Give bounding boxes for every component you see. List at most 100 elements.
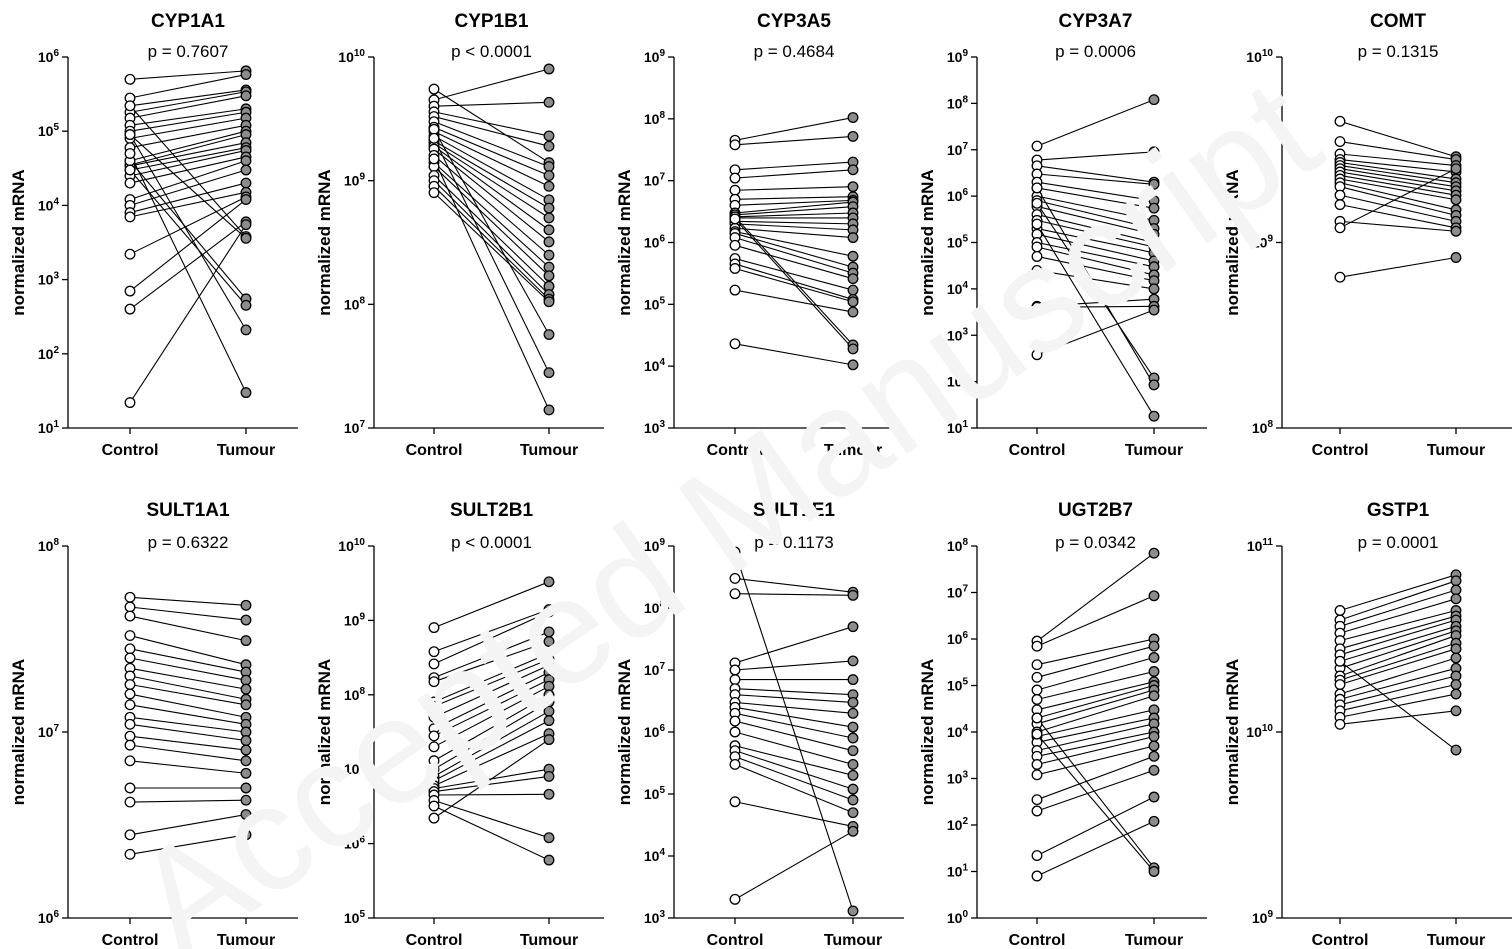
tumour-point <box>1148 815 1160 827</box>
control-point <box>124 164 136 176</box>
control-point <box>428 676 440 688</box>
pair-line <box>433 121 550 168</box>
pair-line <box>1036 656 1155 691</box>
pair-line <box>433 101 550 107</box>
pair-line <box>433 142 550 219</box>
control-point <box>1334 189 1346 201</box>
pair-line <box>1339 667 1457 700</box>
control-point <box>124 303 136 315</box>
pair-line <box>734 720 854 752</box>
pair-line <box>129 675 247 700</box>
x-label-control: Control <box>102 932 159 949</box>
chart-panel-ugt2b7: UGT2B7 p = 0.0342 100 101 102 103 104 105 106 107… <box>918 500 1207 949</box>
y-tick-label: 1010 <box>338 537 365 554</box>
tumour-point <box>240 767 252 779</box>
tumour-point <box>1148 146 1160 158</box>
pair-line <box>1036 233 1155 262</box>
tumour-point <box>1148 652 1160 663</box>
control-point <box>1031 140 1043 152</box>
y-tick-label: 103 <box>947 326 969 343</box>
pair-line <box>433 720 550 782</box>
chart-title: SULT1A1 <box>146 500 229 521</box>
y-tick-label: 106 <box>644 234 666 251</box>
y-tick-label: 1010 <box>1246 48 1273 65</box>
pair-line <box>1036 796 1155 857</box>
pair-line <box>433 185 550 300</box>
pair-line <box>734 223 854 231</box>
p-value-label: p = 0.1173 <box>754 533 834 552</box>
pair-line <box>1339 120 1457 158</box>
control-point <box>1031 769 1043 781</box>
control-point <box>428 83 440 95</box>
y-tick-label: 104 <box>38 196 60 213</box>
tumour-point <box>847 112 859 123</box>
chart-panel-cyp3a7: CYP3A7 p = 0.0006 101 102 103 104 105 106 107 108… <box>918 11 1207 459</box>
tumour-point <box>847 807 859 819</box>
tumour-point <box>543 140 555 152</box>
y-tick-label: 1010 <box>338 48 365 65</box>
p-value-label: p < 0.0001 <box>451 42 532 61</box>
pair-line <box>1036 228 1155 254</box>
tumour-point <box>240 324 252 336</box>
pair-line <box>129 182 247 214</box>
tumour-point <box>240 744 252 756</box>
y-tick-label: 108 <box>344 295 366 312</box>
tumour-point <box>240 809 252 820</box>
pair-line <box>433 671 550 730</box>
tumour-point <box>1450 744 1462 756</box>
tumour-point <box>847 825 859 837</box>
control-point <box>729 139 741 151</box>
pair-line <box>734 220 854 225</box>
tumour-point <box>847 794 859 806</box>
control-point <box>1031 712 1043 724</box>
y-tick-label: 108 <box>644 110 666 127</box>
tumour-point <box>1148 590 1160 602</box>
control-point <box>1334 136 1346 148</box>
pair-line <box>1036 246 1155 276</box>
y-tick-label: 107 <box>644 172 666 189</box>
pair-line <box>129 723 247 742</box>
pair-line <box>1036 173 1155 185</box>
pair-line <box>1339 204 1457 229</box>
tumour-point <box>543 734 555 746</box>
pair-line <box>433 126 550 177</box>
pair-line <box>1339 220 1457 232</box>
y-axis-label: normalized mRNA <box>918 169 937 315</box>
tumour-point <box>543 404 555 416</box>
pair-line <box>734 712 854 739</box>
pair-line <box>734 756 854 801</box>
control-point <box>729 726 741 738</box>
chart-panel-cyp1a1: CYP1A1 p = 0.7607 101 102 103 104 105 106 Contro… <box>9 11 298 459</box>
pair-line <box>1036 595 1155 647</box>
tumour-point <box>847 783 859 795</box>
control-point <box>1031 850 1043 862</box>
x-label-control: Control <box>1312 442 1369 459</box>
pair-line <box>129 224 247 403</box>
pair-line <box>433 641 550 683</box>
control-point <box>428 711 440 723</box>
tumour-point <box>1450 643 1462 655</box>
tumour-point <box>240 69 252 81</box>
chart-panel-sult2b1: SULT2B1 p < 0.0001 105 106 107 108 109 1010 Cont… <box>315 500 604 949</box>
pair-line <box>129 89 247 107</box>
control-point <box>124 739 136 751</box>
pair-line <box>734 801 854 827</box>
y-axis-label: normalized mRNA <box>615 169 634 315</box>
pair-line <box>433 775 550 793</box>
y-axis-label: normalized mRNA <box>918 659 937 805</box>
tumour-point <box>240 782 252 794</box>
y-axis-label: normalized mRNA <box>9 659 28 805</box>
control-point <box>1334 605 1346 616</box>
pair-line <box>129 813 247 836</box>
control-point <box>428 800 440 812</box>
y-tick-label: 106 <box>947 187 969 204</box>
y-tick-label: 101 <box>947 419 969 436</box>
pair-line <box>129 606 247 621</box>
pair-line <box>1036 195 1155 221</box>
tumour-point <box>1148 379 1160 391</box>
control-point <box>124 688 136 700</box>
pair-line <box>734 201 854 214</box>
control-point <box>428 153 440 165</box>
pair-line <box>1036 684 1155 719</box>
pair-line <box>734 161 854 171</box>
